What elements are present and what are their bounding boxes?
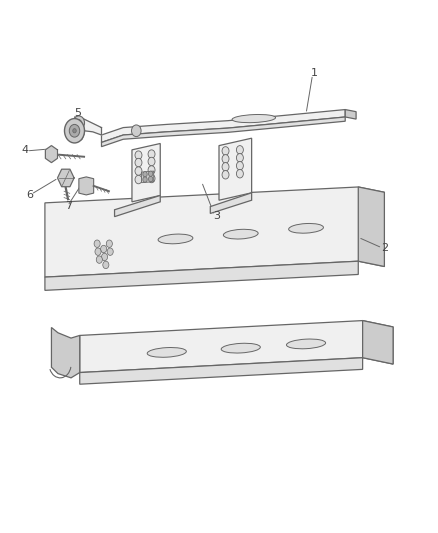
Polygon shape (132, 143, 160, 202)
Polygon shape (57, 169, 74, 187)
Ellipse shape (147, 348, 186, 357)
Polygon shape (45, 261, 358, 290)
Circle shape (148, 157, 155, 166)
Text: 3: 3 (213, 211, 220, 221)
Text: 6: 6 (26, 190, 33, 200)
Ellipse shape (221, 343, 260, 353)
Text: 1: 1 (311, 68, 318, 78)
Circle shape (94, 240, 100, 247)
Polygon shape (46, 146, 57, 163)
Polygon shape (345, 110, 356, 119)
Text: 4: 4 (22, 145, 29, 155)
Polygon shape (358, 187, 385, 266)
Circle shape (96, 256, 102, 263)
Polygon shape (79, 177, 94, 195)
Circle shape (69, 124, 80, 137)
Circle shape (73, 116, 85, 130)
Circle shape (222, 171, 229, 179)
Circle shape (131, 125, 141, 136)
Polygon shape (78, 118, 102, 135)
Circle shape (103, 261, 109, 269)
Circle shape (237, 169, 244, 178)
Circle shape (148, 171, 153, 176)
Ellipse shape (232, 115, 276, 123)
Text: 7: 7 (65, 200, 72, 211)
Circle shape (101, 245, 107, 253)
Polygon shape (210, 193, 252, 214)
Circle shape (237, 146, 244, 154)
Circle shape (107, 248, 113, 255)
Polygon shape (80, 320, 393, 373)
Circle shape (135, 167, 142, 175)
Circle shape (148, 166, 155, 174)
Text: 2: 2 (381, 243, 388, 253)
Ellipse shape (158, 234, 193, 244)
Circle shape (135, 151, 142, 159)
Circle shape (237, 154, 244, 162)
Circle shape (135, 175, 142, 184)
Polygon shape (45, 187, 385, 277)
Circle shape (76, 119, 81, 126)
Circle shape (106, 240, 113, 247)
Polygon shape (363, 320, 393, 364)
Polygon shape (102, 117, 345, 147)
Polygon shape (80, 358, 363, 384)
Circle shape (143, 177, 147, 182)
Circle shape (222, 155, 229, 163)
Circle shape (73, 128, 76, 133)
Polygon shape (115, 196, 160, 216)
Text: 5: 5 (74, 108, 81, 118)
Ellipse shape (289, 223, 323, 233)
Circle shape (143, 172, 147, 177)
Circle shape (95, 248, 101, 255)
Circle shape (148, 176, 153, 182)
Circle shape (148, 174, 155, 183)
Ellipse shape (286, 339, 325, 349)
Polygon shape (219, 138, 252, 200)
Circle shape (222, 147, 229, 155)
Circle shape (135, 158, 142, 167)
Circle shape (102, 253, 108, 261)
Polygon shape (141, 171, 154, 183)
Ellipse shape (223, 229, 258, 239)
Polygon shape (51, 327, 80, 378)
Circle shape (64, 118, 85, 143)
Polygon shape (102, 110, 345, 142)
Circle shape (237, 161, 244, 170)
Circle shape (222, 163, 229, 171)
Circle shape (148, 150, 155, 158)
